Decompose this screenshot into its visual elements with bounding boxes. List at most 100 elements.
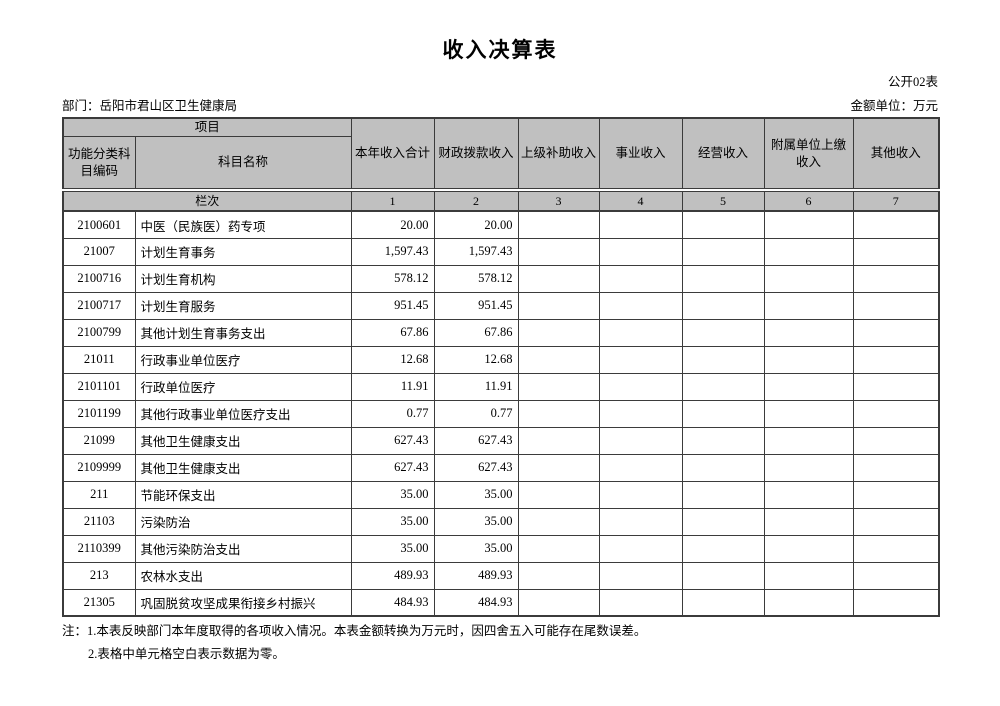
function-code-cell: 21011 <box>62 345 136 374</box>
function-code-cell: 21103 <box>62 507 136 536</box>
superior-subsidy-cell <box>517 237 600 266</box>
operating-income-cell <box>681 291 765 320</box>
fiscal-appropriation-cell: 951.45 <box>433 291 519 320</box>
other-income-cell <box>852 237 940 266</box>
fiscal-appropriation-cell: 627.43 <box>433 426 519 455</box>
other-income-cell <box>852 507 940 536</box>
fiscal-appropriation-cell: 484.93 <box>433 588 519 617</box>
affiliated-remittance-cell <box>763 399 854 428</box>
table-header: 项目 本年收入合计 财政拨款收入 上级补助收入 事业收入 经营收入 附属单位上缴… <box>62 117 940 213</box>
subject-name-cell: 节能环保支出 <box>134 480 352 509</box>
other-income-cell <box>852 264 940 293</box>
page-title: 收入决算表 <box>442 38 558 62</box>
business-income-cell <box>598 588 683 617</box>
other-income-cell <box>852 210 940 239</box>
fiscal-appropriation-cell: 35.00 <box>433 534 519 563</box>
other-income-cell <box>852 426 940 455</box>
operating-income-cell <box>681 318 765 347</box>
function-code-cell: 2110399 <box>62 534 136 563</box>
rank-label: 栏次 <box>62 188 352 213</box>
total-income-cell: 1,597.43 <box>350 237 435 266</box>
affiliated-remittance-cell <box>763 453 854 482</box>
function-code-cell: 2101199 <box>62 399 136 428</box>
other-income-cell <box>852 372 940 401</box>
operating-income-cell <box>681 480 765 509</box>
project-group-header: 项目 <box>62 117 352 137</box>
table-row: 2100799 其他计划生育事务支出 67.86 67.86 <box>62 318 940 347</box>
rank-number-4: 4 <box>598 188 683 213</box>
col-header-total-income: 本年收入合计 <box>350 117 435 191</box>
other-income-cell <box>852 291 940 320</box>
total-income-cell: 67.86 <box>350 318 435 347</box>
subject-name-cell: 污染防治 <box>134 507 352 536</box>
business-income-cell <box>598 534 683 563</box>
total-income-cell: 35.00 <box>350 480 435 509</box>
rank-number-3: 3 <box>517 188 600 213</box>
affiliated-remittance-cell <box>763 237 854 266</box>
total-income-cell: 578.12 <box>350 264 435 293</box>
other-income-cell <box>852 399 940 428</box>
rank-number-7: 7 <box>852 188 940 213</box>
total-income-cell: 20.00 <box>350 210 435 239</box>
total-income-cell: 35.00 <box>350 534 435 563</box>
fiscal-appropriation-cell: 578.12 <box>433 264 519 293</box>
col-header-fiscal-appropriation: 财政拨款收入 <box>433 117 519 191</box>
function-code-cell: 2100716 <box>62 264 136 293</box>
subject-name-cell: 其他卫生健康支出 <box>134 426 352 455</box>
function-code-cell: 2100799 <box>62 318 136 347</box>
total-income-cell: 12.68 <box>350 345 435 374</box>
superior-subsidy-cell <box>517 318 600 347</box>
affiliated-remittance-cell <box>763 318 854 347</box>
business-income-cell <box>598 480 683 509</box>
superior-subsidy-cell <box>517 264 600 293</box>
total-income-cell: 0.77 <box>350 399 435 428</box>
superior-subsidy-cell <box>517 291 600 320</box>
operating-income-cell <box>681 237 765 266</box>
col-header-subject-name: 科目名称 <box>134 135 352 191</box>
table-row: 2109999 其他卫生健康支出 627.43 627.43 <box>62 453 940 482</box>
subject-name-cell: 计划生育机构 <box>134 264 352 293</box>
superior-subsidy-cell <box>517 372 600 401</box>
operating-income-cell <box>681 399 765 428</box>
operating-income-cell <box>681 561 765 590</box>
subject-name-cell: 巩固脱贫攻坚成果衔接乡村振兴 <box>134 588 352 617</box>
operating-income-cell <box>681 210 765 239</box>
function-code-cell: 2100601 <box>62 210 136 239</box>
superior-subsidy-cell <box>517 480 600 509</box>
note-line-1: 注：1.本表反映部门本年度取得的各项收入情况。本表金额转换为万元时，因四舍五入可… <box>62 624 647 639</box>
superior-subsidy-cell <box>517 345 600 374</box>
table-row: 2110399 其他污染防治支出 35.00 35.00 <box>62 534 940 563</box>
subject-name-cell: 其他污染防治支出 <box>134 534 352 563</box>
table-row: 211 节能环保支出 35.00 35.00 <box>62 480 940 509</box>
total-income-cell: 951.45 <box>350 291 435 320</box>
rank-number-1: 1 <box>350 188 435 213</box>
business-income-cell <box>598 291 683 320</box>
affiliated-remittance-cell <box>763 426 854 455</box>
subject-name-cell: 行政单位医疗 <box>134 372 352 401</box>
total-income-cell: 489.93 <box>350 561 435 590</box>
fiscal-appropriation-cell: 20.00 <box>433 210 519 239</box>
header-row-rank: 栏次 1 2 3 4 5 6 7 <box>62 188 940 213</box>
function-code-cell: 21007 <box>62 237 136 266</box>
affiliated-remittance-cell <box>763 534 854 563</box>
operating-income-cell <box>681 453 765 482</box>
col-header-business-income: 事业收入 <box>598 117 683 191</box>
affiliated-remittance-cell <box>763 264 854 293</box>
meta-row: 部门：岳阳市君山区卫生健康局 金额单位：万元 <box>62 95 938 114</box>
business-income-cell <box>598 372 683 401</box>
table-row: 2101199 其他行政事业单位医疗支出 0.77 0.77 <box>62 399 940 428</box>
header-row-subject: 功能分类科目编码 科目名称 <box>62 135 939 191</box>
table-row: 2100717 计划生育服务 951.45 951.45 <box>62 291 940 320</box>
table-row: 21007 计划生育事务 1,597.43 1,597.43 <box>62 237 940 266</box>
subject-name-cell: 计划生育服务 <box>134 291 352 320</box>
fiscal-appropriation-cell: 67.86 <box>433 318 519 347</box>
fiscal-appropriation-cell: 11.91 <box>433 372 519 401</box>
superior-subsidy-cell <box>517 426 600 455</box>
col-header-operating-income: 经营收入 <box>681 117 765 191</box>
col-header-other-income: 其他收入 <box>852 117 940 191</box>
business-income-cell <box>598 507 683 536</box>
table-row: 21011 行政事业单位医疗 12.68 12.68 <box>62 345 940 374</box>
rank-number-6: 6 <box>763 188 854 213</box>
other-income-cell <box>852 318 940 347</box>
function-code-cell: 2101101 <box>62 372 136 401</box>
